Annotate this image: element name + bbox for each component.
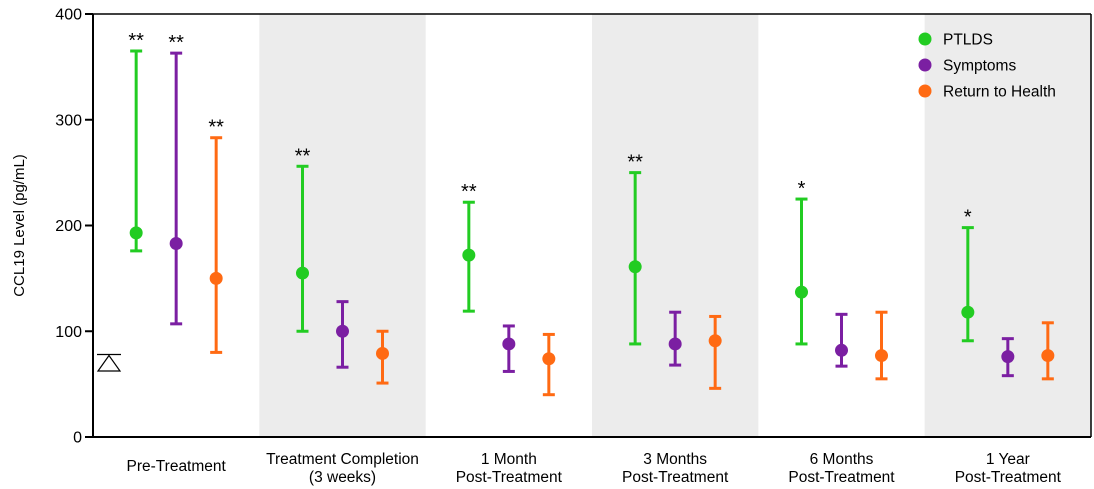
category-label-line: (3 weeks) [309, 469, 376, 486]
y-tick-label: 300 [55, 112, 82, 129]
category-label-line: Treatment Completion [266, 451, 419, 468]
significance-label: ** [461, 181, 477, 203]
chart-marks: ************** [96, 30, 1055, 397]
shaded-band-3 [592, 14, 759, 437]
category-label-line: Post-Treatment [622, 469, 729, 486]
data-point [209, 271, 223, 285]
legend-marker [918, 58, 932, 72]
category-label-line: Post-Treatment [788, 469, 895, 486]
significance-label: ** [295, 145, 311, 167]
data-point [336, 324, 349, 338]
y-axis-label: CCL19 Level (pg/mL) [11, 154, 28, 297]
shaded-band-1 [259, 14, 426, 437]
axes: 0 100 200 300 400 CCL19 Level (pg/mL) Pre-Trea… [11, 7, 1092, 486]
y-tick-label: 400 [55, 7, 82, 24]
shaded-bands [259, 14, 1091, 437]
legend-label: Return to Health [943, 84, 1056, 101]
significance-label: * [964, 207, 972, 229]
category-label-line: 3 Months [643, 451, 707, 468]
data-point [129, 226, 143, 240]
y-tick-label: 200 [55, 218, 82, 235]
data-point [296, 266, 309, 280]
reference-triangle [96, 354, 122, 372]
data-point [1041, 349, 1055, 363]
significance-label: ** [627, 152, 643, 174]
category-label-line: 6 Months [810, 451, 874, 468]
legend: PTLDS Symptoms Return to Health [918, 32, 1056, 101]
category-label: Pre-Treatment [126, 458, 226, 475]
category-label-line: Post-Treatment [456, 469, 563, 486]
category-label: 6 Months Post-Treatment [788, 451, 895, 486]
data-point [708, 334, 722, 348]
category-label-line: 1 Year [986, 451, 1030, 468]
data-point [542, 352, 556, 366]
category-label: 3 Months Post-Treatment [622, 451, 729, 486]
y-tick-label: 100 [55, 324, 82, 341]
data-point [875, 349, 888, 363]
data-point [835, 343, 848, 357]
data-point [628, 260, 642, 274]
legend-marker [918, 32, 932, 46]
significance-label: ** [128, 30, 144, 52]
category-label: Treatment Completion (3 weeks) [266, 451, 419, 486]
significance-label: ** [208, 117, 224, 139]
data-point [1001, 350, 1015, 364]
legend-label: Symptoms [943, 58, 1016, 75]
legend-label: PTLDS [943, 32, 993, 49]
category-label-line: 1 Month [481, 451, 537, 468]
data-point [169, 236, 183, 250]
data-point [961, 305, 975, 319]
data-point [502, 337, 516, 351]
category-label: 1 Year Post-Treatment [955, 451, 1062, 486]
data-point [668, 337, 682, 351]
data-point [462, 248, 476, 262]
significance-label: ** [168, 32, 184, 54]
legend-marker [918, 84, 932, 98]
category-label-line: Pre-Treatment [126, 458, 226, 475]
data-point [795, 285, 808, 299]
y-tick-label: 0 [73, 430, 82, 447]
category-label: 1 Month Post-Treatment [456, 451, 563, 486]
data-point [376, 346, 389, 360]
category-label-line: Post-Treatment [955, 469, 1062, 486]
significance-label: * [798, 178, 806, 200]
